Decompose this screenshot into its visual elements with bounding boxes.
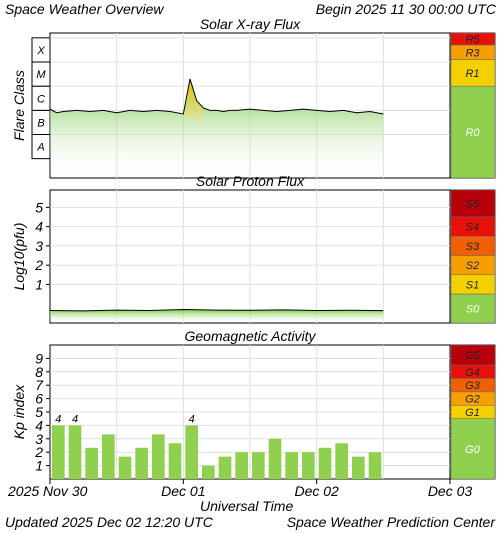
- proton-flux-line: [49, 309, 384, 312]
- xray-class-label: B: [37, 117, 44, 129]
- kp-bar: [102, 434, 115, 479]
- kp-ytick-label: 1: [35, 458, 43, 474]
- x-axis-tick-label: Dec 03: [428, 483, 473, 499]
- kp-ytick-label: 4: [35, 417, 43, 433]
- proton-ytick-label: 3: [35, 238, 43, 254]
- kp-bar: [318, 447, 332, 479]
- page-title: Space Weather Overview: [5, 1, 164, 17]
- kp-bar: [335, 443, 348, 479]
- proton-ytick-label: 4: [35, 219, 43, 235]
- kp-bar: [135, 447, 148, 479]
- x-axis-tick-label: Dec 01: [161, 483, 205, 499]
- kp-bar: [168, 443, 182, 479]
- proton-flux-area: [50, 309, 384, 322]
- kp-ytick-label: 9: [35, 350, 43, 366]
- kp-bar: [235, 452, 248, 479]
- x-axis-tick-label: 2025 Nov 30: [7, 483, 88, 499]
- kp-title: Geomagnetic Activity: [185, 328, 317, 344]
- xray-scale-band: [450, 85, 496, 179]
- begin-time: Begin 2025 11 30 00:00 UTC: [315, 1, 496, 17]
- xray-ylabel: Flare Class: [11, 70, 27, 141]
- x-axis-tick-label: Dec 02: [294, 483, 339, 499]
- kp-bar: [268, 438, 282, 479]
- proton-ytick-label: 2: [34, 257, 43, 273]
- kp-bar: [285, 452, 298, 479]
- xray-flare-area: [183, 78, 204, 123]
- xray-scale-label: R1: [465, 68, 479, 80]
- xray-scale-band: [450, 59, 496, 87]
- kp-bar-value-label: 4: [55, 413, 61, 425]
- kp-bar: [368, 452, 382, 479]
- kp-ytick-label: 7: [35, 377, 44, 393]
- kp-bar: [85, 447, 98, 479]
- proton-ytick-label: 1: [35, 276, 43, 292]
- xray-class-box: [31, 37, 51, 63]
- kp-bar-value-label: 4: [189, 413, 195, 425]
- proton-scale-band: [450, 189, 496, 218]
- proton-ylabel: Log10(pfu): [11, 223, 27, 291]
- kp-bar-value-label: 4: [72, 413, 78, 425]
- kp-ytick-label: 3: [35, 431, 43, 447]
- xray-scale-label: R5: [465, 34, 480, 46]
- kp-bar: [302, 452, 315, 479]
- kp-bar: [68, 425, 82, 479]
- kp-bar: [202, 465, 215, 479]
- proton-scale-label: S1: [466, 279, 479, 291]
- kp-scale-label: G1: [465, 407, 480, 419]
- updated-time: Updated 2025 Dec 02 12:20 UTC: [5, 514, 213, 530]
- kp-ytick-label: 8: [35, 364, 43, 380]
- kp-scale-label: G5: [465, 350, 481, 362]
- kp-scale-label: G3: [465, 380, 481, 392]
- xray-scale-label: R0: [465, 127, 480, 139]
- kp-bar: [118, 456, 132, 479]
- proton-scale-band: [450, 293, 496, 324]
- kp-bar: [152, 434, 165, 479]
- xray-class-label: C: [37, 93, 45, 105]
- proton-scale-label: S3: [466, 241, 480, 253]
- proton-scale-label: S5: [466, 198, 480, 210]
- kp-scale-band: [450, 418, 496, 480]
- proton-ytick-label: 5: [35, 199, 43, 215]
- kp-ytick-label: 6: [35, 391, 43, 407]
- xray-title: Solar X-ray Flux: [200, 16, 301, 32]
- xray-flux-area: [50, 78, 384, 178]
- kp-ytick-label: 2: [34, 444, 43, 460]
- proton-scale-label: S2: [466, 260, 479, 272]
- kp-ytick-label: 5: [35, 404, 43, 420]
- xray-class-label: X: [36, 45, 45, 57]
- xray-flux-line: [49, 78, 384, 115]
- xray-class-label: M: [36, 69, 46, 81]
- kp-scale-label: G0: [465, 444, 481, 456]
- kp-scale-label: G2: [465, 394, 480, 406]
- kp-bar: [52, 425, 65, 479]
- xray-scale-label: R3: [465, 47, 480, 59]
- proton-title: Solar Proton Flux: [196, 173, 305, 189]
- proton-scale-label: S4: [466, 222, 479, 234]
- xray-class-label: A: [36, 142, 44, 154]
- kp-bar: [252, 452, 265, 479]
- prediction-center: Space Weather Prediction Center: [286, 514, 495, 530]
- kp-scale-label: G4: [465, 367, 480, 379]
- kp-bar: [218, 456, 232, 479]
- x-axis-label: Universal Time: [200, 498, 294, 514]
- kp-ylabel: Kp index: [11, 384, 27, 439]
- kp-bar: [185, 425, 198, 479]
- proton-scale-label: S0: [466, 304, 480, 316]
- kp-bar: [352, 456, 365, 479]
